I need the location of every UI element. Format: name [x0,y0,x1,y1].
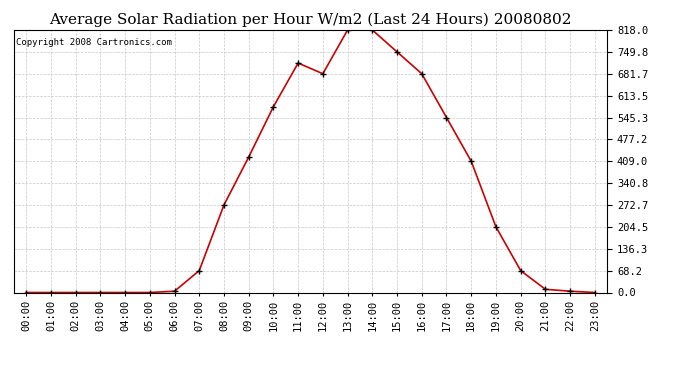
Title: Average Solar Radiation per Hour W/m2 (Last 24 Hours) 20080802: Average Solar Radiation per Hour W/m2 (L… [49,13,572,27]
Text: Copyright 2008 Cartronics.com: Copyright 2008 Cartronics.com [16,38,172,47]
